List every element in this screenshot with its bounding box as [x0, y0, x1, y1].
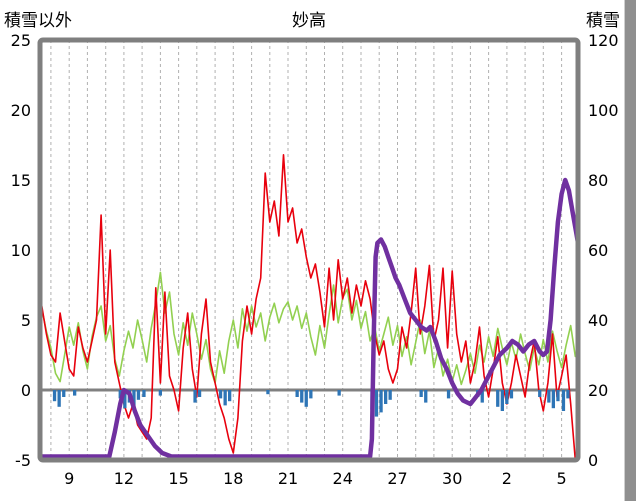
precip-bar — [337, 390, 341, 396]
right-axis-title: 積雪 — [586, 11, 620, 31]
right-axis-tick-label: 120 — [588, 31, 619, 50]
x-axis-tick-label: 30 — [442, 469, 462, 488]
precip-bar — [424, 390, 428, 403]
right-axis-tick-label: 0 — [588, 451, 598, 470]
precip-bar — [374, 390, 379, 417]
series-layer — [42, 154, 576, 458]
precip-bar — [556, 390, 560, 402]
precip-bar — [566, 390, 570, 399]
left-axis-tick-label: 20 — [11, 101, 31, 120]
precip-bar — [73, 390, 77, 396]
vertical-scrollbar[interactable] — [624, 0, 636, 501]
precip-bar — [500, 390, 504, 411]
precip-bar — [57, 390, 61, 407]
left-axis-title: 積雪以外 — [4, 11, 72, 31]
precip-bar — [388, 390, 392, 400]
precip-bar — [496, 390, 500, 407]
precip-bar — [136, 390, 141, 400]
precip-bar — [158, 390, 162, 396]
precip-bar — [52, 390, 57, 402]
x-axis-tick-label: 2 — [502, 469, 512, 488]
x-axis-tick-label: 24 — [333, 469, 353, 488]
precip-bar — [547, 390, 551, 403]
left-axis-tick-label: 0 — [21, 381, 31, 400]
precip-bar — [218, 390, 223, 399]
precip-bar — [197, 390, 202, 397]
x-axis-tick-label: 21 — [278, 469, 298, 488]
precip-bar — [295, 390, 299, 397]
left-axis-tick-label: 10 — [11, 241, 31, 260]
right-axis-tick-label: 40 — [588, 311, 608, 330]
precip-bar — [538, 390, 542, 397]
precip-bar — [62, 390, 66, 397]
right-axis-tick-label: 100 — [588, 101, 619, 120]
purple-line — [42, 177, 576, 458]
red-line — [42, 154, 576, 458]
precip-bar — [379, 390, 383, 413]
precip-bar — [509, 390, 514, 399]
x-axis-tick-label: 9 — [64, 469, 74, 488]
x-axis-tick-label: 18 — [223, 469, 243, 488]
left-axis-tick-label: 15 — [11, 171, 31, 190]
left-axis-tick-label: 25 — [11, 31, 31, 50]
precip-bar — [228, 390, 232, 402]
x-axis-tick-label: 15 — [168, 469, 188, 488]
precip-bar — [132, 390, 136, 410]
plot-frame — [37, 37, 581, 463]
precip-bar — [446, 390, 451, 399]
precip-bar — [419, 390, 423, 397]
right-axis-tick-label: 60 — [588, 241, 608, 260]
precip-bar — [304, 390, 308, 407]
right-axis-tick-label: 80 — [588, 171, 608, 190]
precip-bar — [223, 390, 227, 406]
x-axis-tick-label: 5 — [557, 469, 567, 488]
precip-bar — [505, 390, 509, 404]
precip-bar — [551, 390, 555, 409]
precip-bar — [118, 390, 122, 399]
x-axis-tick-label: 12 — [114, 469, 134, 488]
precip-bar — [142, 390, 146, 397]
x-axis-tick-label: 27 — [387, 469, 407, 488]
precip-bar — [309, 390, 313, 399]
precip-bar — [561, 390, 566, 411]
left-axis-tick-label: 5 — [21, 311, 31, 330]
precip-bar — [266, 390, 270, 395]
precip-bar — [123, 390, 127, 409]
right-axis-tick-label: 20 — [588, 381, 608, 400]
left-axis-tick-label: -5 — [15, 451, 31, 470]
precip-bar — [193, 390, 197, 403]
precip-bar — [300, 390, 304, 403]
precip-bar — [480, 390, 484, 403]
chart-title: 妙高 — [292, 11, 326, 31]
precip-bar — [384, 390, 388, 404]
green-line — [42, 271, 576, 386]
